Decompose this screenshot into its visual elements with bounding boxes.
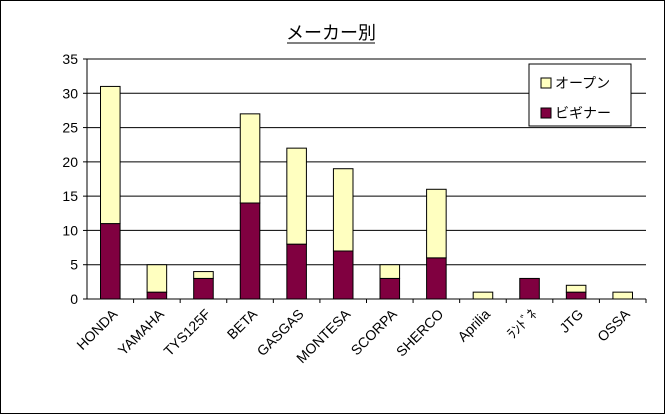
y-tick-label: 20 — [62, 154, 78, 170]
title-group: メーカー別 — [286, 23, 376, 44]
legend-swatch — [540, 77, 552, 89]
bar-segment — [146, 291, 168, 300]
y-tick-label: 35 — [62, 51, 78, 67]
bar-segment — [193, 277, 214, 300]
bar-segment — [146, 264, 168, 293]
x-tick-label: OSSA — [594, 305, 633, 344]
y-tick-label: 30 — [62, 85, 78, 101]
legend-label: オープン — [555, 76, 610, 92]
bar-segment — [426, 188, 447, 259]
y-tick-label: 10 — [62, 222, 78, 238]
chart-title: メーカー別 — [286, 23, 376, 44]
x-tick-label: SHERCO — [393, 306, 447, 360]
bar-segment — [100, 85, 121, 225]
x-tick-label: ﾗﾝﾄﾞﾈ — [504, 306, 540, 342]
x-tick-label: JTG — [556, 306, 586, 336]
y-tick-label: 25 — [62, 120, 78, 136]
legend-label: ビギナー — [555, 106, 611, 122]
axes — [83, 58, 647, 303]
x-tick-label: BETA — [224, 305, 261, 342]
bar-segment — [519, 277, 540, 300]
bar-segment — [612, 291, 633, 300]
bar-segment — [565, 291, 587, 300]
bars — [100, 85, 633, 300]
x-tick-label: HONDA — [73, 305, 121, 353]
bar-segment — [426, 257, 447, 300]
bar-segment — [379, 277, 401, 300]
x-tick-label: Aprilia — [454, 306, 493, 345]
bar-segment — [565, 284, 587, 293]
bar-segment — [193, 271, 214, 279]
bar-segment — [379, 264, 401, 279]
bar-segment — [239, 113, 261, 204]
bar-segment — [100, 223, 121, 300]
y-tick-label: 5 — [70, 257, 78, 273]
bar-segment — [286, 147, 307, 245]
bar-segment — [286, 243, 307, 300]
bar-segment — [239, 202, 261, 300]
y-tick-label: 0 — [70, 291, 78, 307]
y-tick-labels: 0 5 10 15 20 25 30 35 — [62, 51, 78, 307]
bar-segment — [332, 250, 354, 300]
bar-segment — [332, 168, 354, 252]
legend-swatch — [540, 107, 552, 119]
x-tick-label: YAMAHA — [115, 305, 168, 358]
x-tick-label: SCORPA — [348, 305, 401, 358]
y-tick-label: 15 — [62, 188, 78, 204]
bar-segment — [472, 291, 494, 300]
x-tick-label: TYS125F — [160, 306, 213, 359]
